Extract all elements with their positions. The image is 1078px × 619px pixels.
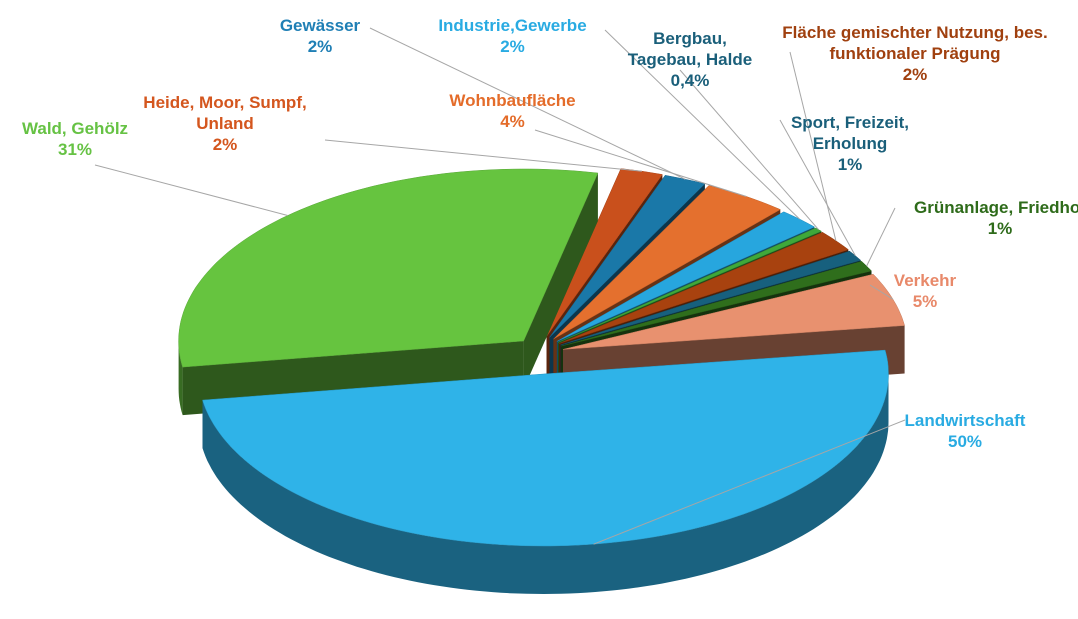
data-label: Landwirtschaft 50% [880, 410, 1050, 452]
label-value: 2% [500, 37, 525, 56]
label-value: 4% [500, 112, 525, 131]
label-name: Industrie,Gewerbe [438, 16, 587, 35]
data-label: Grünanlage, Friedhof 1% [890, 197, 1078, 239]
leader-line [789, 51, 837, 241]
leader-line [869, 284, 894, 300]
label-value: 50% [947, 432, 983, 451]
data-label: Heide, Moor, Sumpf, Unland 2% [120, 92, 330, 155]
label-value: 2% [902, 65, 928, 84]
label-value: 5% [912, 292, 938, 311]
slice-side [523, 173, 598, 389]
label-name: Landwirtschaft [904, 411, 1026, 430]
leader-line [534, 129, 747, 197]
slice [560, 250, 862, 346]
leader-line [369, 27, 686, 180]
label-name: Heide, Moor, Sumpf, Unland [143, 93, 307, 133]
data-label: Wald, Gehölz 31% [5, 118, 145, 160]
data-label: Fläche gemischter Nutzung, bes. funktion… [765, 22, 1065, 85]
data-label: Verkehr 5% [870, 270, 980, 312]
slice-rim [178, 341, 183, 416]
label-name: Grünanlage, Friedhof [914, 198, 1078, 217]
label-value: 2% [212, 135, 238, 154]
leader-line [94, 164, 288, 216]
slice-rim [202, 374, 889, 594]
label-value: 2% [307, 37, 333, 56]
label-name: Bergbau, Tagebau, Halde [627, 29, 753, 69]
leader-line [593, 419, 906, 545]
label-value: 0,4% [670, 71, 710, 90]
leader-line [604, 29, 800, 220]
label-name: Verkehr [893, 271, 957, 290]
label-value: 1% [837, 155, 863, 174]
data-label: Industrie,Gewerbe 2% [410, 15, 615, 57]
leader-line [324, 139, 642, 172]
data-label: Sport, Freizeit, Erholung 1% [770, 112, 930, 175]
data-label: Gewässer 2% [255, 15, 385, 57]
leader-line [866, 207, 896, 267]
label-name: Fläche gemischter Nutzung, bes. funktion… [782, 23, 1048, 63]
label-value: 31% [57, 140, 93, 159]
label-name: Gewässer [279, 16, 361, 35]
label-value: 1% [987, 219, 1013, 238]
label-name: Wald, Gehölz [21, 119, 129, 138]
label-name: Wohnbaufläche [449, 91, 576, 110]
leader-line [779, 119, 856, 256]
label-name: Sport, Freizeit, Erholung [790, 113, 910, 153]
leader-line [679, 69, 819, 230]
data-label: Bergbau, Tagebau, Halde 0,4% [615, 28, 765, 91]
data-label: Wohnbaufläche 4% [425, 90, 600, 132]
